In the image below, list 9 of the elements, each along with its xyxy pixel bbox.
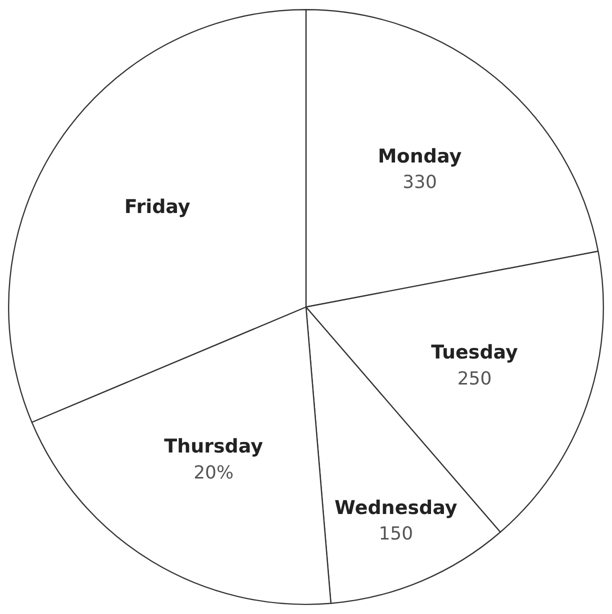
data-label: 150 [378,524,414,545]
data-label: 330 [402,172,437,194]
slice-label: Tuesday [431,342,519,364]
data-label: 250 [457,368,492,390]
text: 20% [194,462,234,484]
slice-label: Monday [378,145,462,168]
slice-label: Thursday [164,436,264,458]
slice-label: Wednesday [334,496,458,519]
slice-label: Friday [124,196,191,218]
